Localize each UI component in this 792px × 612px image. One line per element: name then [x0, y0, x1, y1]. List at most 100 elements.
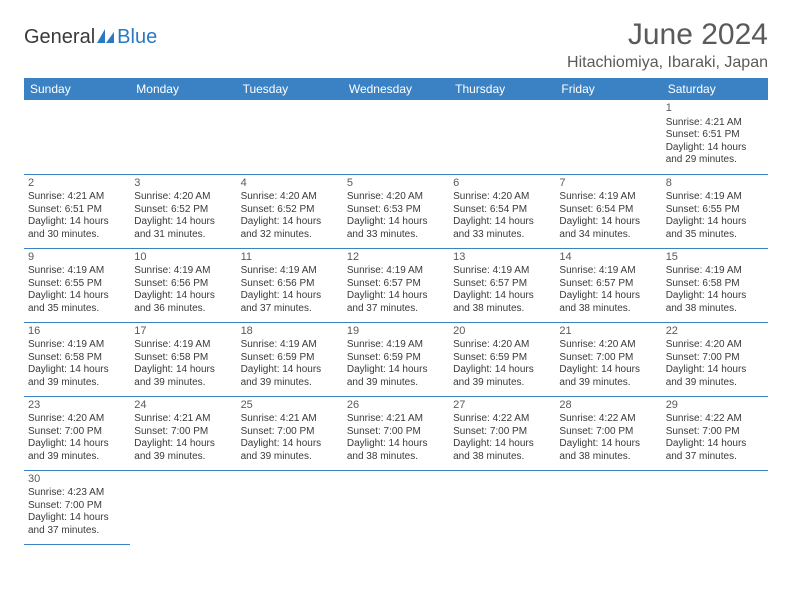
calendar-day-cell	[237, 100, 343, 174]
sunset-text: Sunset: 6:55 PM	[28, 278, 126, 291]
daylight-text: Daylight: 14 hours and 38 minutes.	[666, 290, 764, 315]
day-number: 3	[134, 177, 232, 191]
sunset-text: Sunset: 6:57 PM	[347, 278, 445, 291]
day-details: Sunrise: 4:20 AMSunset: 7:00 PMDaylight:…	[559, 339, 657, 389]
day-number: 17	[134, 325, 232, 339]
sunrise-text: Sunrise: 4:19 AM	[134, 265, 232, 278]
calendar-day-cell: 17Sunrise: 4:19 AMSunset: 6:58 PMDayligh…	[130, 322, 236, 396]
day-details: Sunrise: 4:20 AMSunset: 6:52 PMDaylight:…	[134, 191, 232, 241]
sunset-text: Sunset: 6:59 PM	[241, 352, 339, 365]
daylight-text: Daylight: 14 hours and 39 minutes.	[347, 364, 445, 389]
sunrise-text: Sunrise: 4:22 AM	[453, 413, 551, 426]
calendar-day-cell: 10Sunrise: 4:19 AMSunset: 6:56 PMDayligh…	[130, 248, 236, 322]
sunset-text: Sunset: 6:54 PM	[559, 204, 657, 217]
day-number: 11	[241, 251, 339, 265]
daylight-text: Daylight: 14 hours and 38 minutes.	[559, 290, 657, 315]
calendar-day-cell: 12Sunrise: 4:19 AMSunset: 6:57 PMDayligh…	[343, 248, 449, 322]
weekday-header: Monday	[130, 78, 236, 100]
calendar-day-cell: 3Sunrise: 4:20 AMSunset: 6:52 PMDaylight…	[130, 174, 236, 248]
day-details: Sunrise: 4:20 AMSunset: 6:53 PMDaylight:…	[347, 191, 445, 241]
sunrise-text: Sunrise: 4:22 AM	[559, 413, 657, 426]
day-details: Sunrise: 4:19 AMSunset: 6:58 PMDaylight:…	[666, 265, 764, 315]
day-details: Sunrise: 4:19 AMSunset: 6:59 PMDaylight:…	[347, 339, 445, 389]
daylight-text: Daylight: 14 hours and 39 minutes.	[134, 438, 232, 463]
sunset-text: Sunset: 6:58 PM	[666, 278, 764, 291]
daylight-text: Daylight: 14 hours and 39 minutes.	[28, 364, 126, 389]
sunrise-text: Sunrise: 4:22 AM	[666, 413, 764, 426]
day-number: 23	[28, 399, 126, 413]
daylight-text: Daylight: 14 hours and 33 minutes.	[453, 216, 551, 241]
calendar-day-cell: 7Sunrise: 4:19 AMSunset: 6:54 PMDaylight…	[555, 174, 661, 248]
sunset-text: Sunset: 7:00 PM	[559, 426, 657, 439]
logo-text-part2: Blue	[117, 26, 157, 48]
sunset-text: Sunset: 6:54 PM	[453, 204, 551, 217]
calendar-day-cell	[449, 470, 555, 544]
calendar-day-cell: 27Sunrise: 4:22 AMSunset: 7:00 PMDayligh…	[449, 396, 555, 470]
day-details: Sunrise: 4:19 AMSunset: 6:56 PMDaylight:…	[134, 265, 232, 315]
calendar-day-cell: 24Sunrise: 4:21 AMSunset: 7:00 PMDayligh…	[130, 396, 236, 470]
sunset-text: Sunset: 6:59 PM	[347, 352, 445, 365]
calendar-day-cell: 22Sunrise: 4:20 AMSunset: 7:00 PMDayligh…	[662, 322, 768, 396]
day-details: Sunrise: 4:22 AMSunset: 7:00 PMDaylight:…	[559, 413, 657, 463]
day-number: 1	[666, 102, 764, 116]
daylight-text: Daylight: 14 hours and 37 minutes.	[347, 290, 445, 315]
day-details: Sunrise: 4:19 AMSunset: 6:55 PMDaylight:…	[28, 265, 126, 315]
sunset-text: Sunset: 6:55 PM	[666, 204, 764, 217]
calendar-day-cell: 11Sunrise: 4:19 AMSunset: 6:56 PMDayligh…	[237, 248, 343, 322]
sunset-text: Sunset: 7:00 PM	[559, 352, 657, 365]
day-number: 27	[453, 399, 551, 413]
sunset-text: Sunset: 6:51 PM	[666, 129, 764, 142]
calendar-day-cell: 28Sunrise: 4:22 AMSunset: 7:00 PMDayligh…	[555, 396, 661, 470]
daylight-text: Daylight: 14 hours and 38 minutes.	[559, 438, 657, 463]
daylight-text: Daylight: 14 hours and 38 minutes.	[453, 438, 551, 463]
daylight-text: Daylight: 14 hours and 35 minutes.	[28, 290, 126, 315]
calendar-day-cell	[130, 100, 236, 174]
calendar-body: 1Sunrise: 4:21 AMSunset: 6:51 PMDaylight…	[24, 100, 768, 544]
sunset-text: Sunset: 7:00 PM	[28, 500, 126, 513]
sunset-text: Sunset: 6:58 PM	[28, 352, 126, 365]
daylight-text: Daylight: 14 hours and 36 minutes.	[134, 290, 232, 315]
daylight-text: Daylight: 14 hours and 39 minutes.	[666, 364, 764, 389]
day-details: Sunrise: 4:21 AMSunset: 6:51 PMDaylight:…	[28, 191, 126, 241]
daylight-text: Daylight: 14 hours and 39 minutes.	[28, 438, 126, 463]
daylight-text: Daylight: 14 hours and 39 minutes.	[559, 364, 657, 389]
page-header: GeneralBlue June 2024 Hitachiomiya, Ibar…	[24, 18, 768, 72]
day-number: 24	[134, 399, 232, 413]
calendar-day-cell	[130, 470, 236, 544]
sunrise-text: Sunrise: 4:21 AM	[666, 117, 764, 130]
month-title: June 2024	[567, 18, 768, 52]
weekday-header: Thursday	[449, 78, 555, 100]
day-details: Sunrise: 4:20 AMSunset: 6:52 PMDaylight:…	[241, 191, 339, 241]
day-number: 9	[28, 251, 126, 265]
sunrise-text: Sunrise: 4:19 AM	[559, 191, 657, 204]
sunset-text: Sunset: 6:56 PM	[134, 278, 232, 291]
day-details: Sunrise: 4:20 AMSunset: 6:54 PMDaylight:…	[453, 191, 551, 241]
day-details: Sunrise: 4:20 AMSunset: 6:59 PMDaylight:…	[453, 339, 551, 389]
sunset-text: Sunset: 7:00 PM	[347, 426, 445, 439]
day-details: Sunrise: 4:19 AMSunset: 6:55 PMDaylight:…	[666, 191, 764, 241]
day-number: 26	[347, 399, 445, 413]
calendar-day-cell: 29Sunrise: 4:22 AMSunset: 7:00 PMDayligh…	[662, 396, 768, 470]
sunrise-text: Sunrise: 4:19 AM	[28, 265, 126, 278]
calendar-day-cell: 8Sunrise: 4:19 AMSunset: 6:55 PMDaylight…	[662, 174, 768, 248]
calendar-day-cell	[343, 100, 449, 174]
sunrise-text: Sunrise: 4:20 AM	[453, 191, 551, 204]
day-number: 22	[666, 325, 764, 339]
sunrise-text: Sunrise: 4:19 AM	[347, 265, 445, 278]
sunset-text: Sunset: 6:53 PM	[347, 204, 445, 217]
day-number: 25	[241, 399, 339, 413]
calendar-week-row: 23Sunrise: 4:20 AMSunset: 7:00 PMDayligh…	[24, 396, 768, 470]
day-number: 20	[453, 325, 551, 339]
calendar-day-cell: 18Sunrise: 4:19 AMSunset: 6:59 PMDayligh…	[237, 322, 343, 396]
day-number: 14	[559, 251, 657, 265]
calendar-day-cell: 30Sunrise: 4:23 AMSunset: 7:00 PMDayligh…	[24, 470, 130, 544]
day-details: Sunrise: 4:23 AMSunset: 7:00 PMDaylight:…	[28, 487, 126, 537]
calendar-page: GeneralBlue June 2024 Hitachiomiya, Ibar…	[0, 0, 792, 545]
day-details: Sunrise: 4:19 AMSunset: 6:56 PMDaylight:…	[241, 265, 339, 315]
calendar-day-cell	[449, 100, 555, 174]
day-number: 2	[28, 177, 126, 191]
sunrise-text: Sunrise: 4:20 AM	[241, 191, 339, 204]
calendar-day-cell: 20Sunrise: 4:20 AMSunset: 6:59 PMDayligh…	[449, 322, 555, 396]
daylight-text: Daylight: 14 hours and 34 minutes.	[559, 216, 657, 241]
calendar-week-row: 30Sunrise: 4:23 AMSunset: 7:00 PMDayligh…	[24, 470, 768, 544]
